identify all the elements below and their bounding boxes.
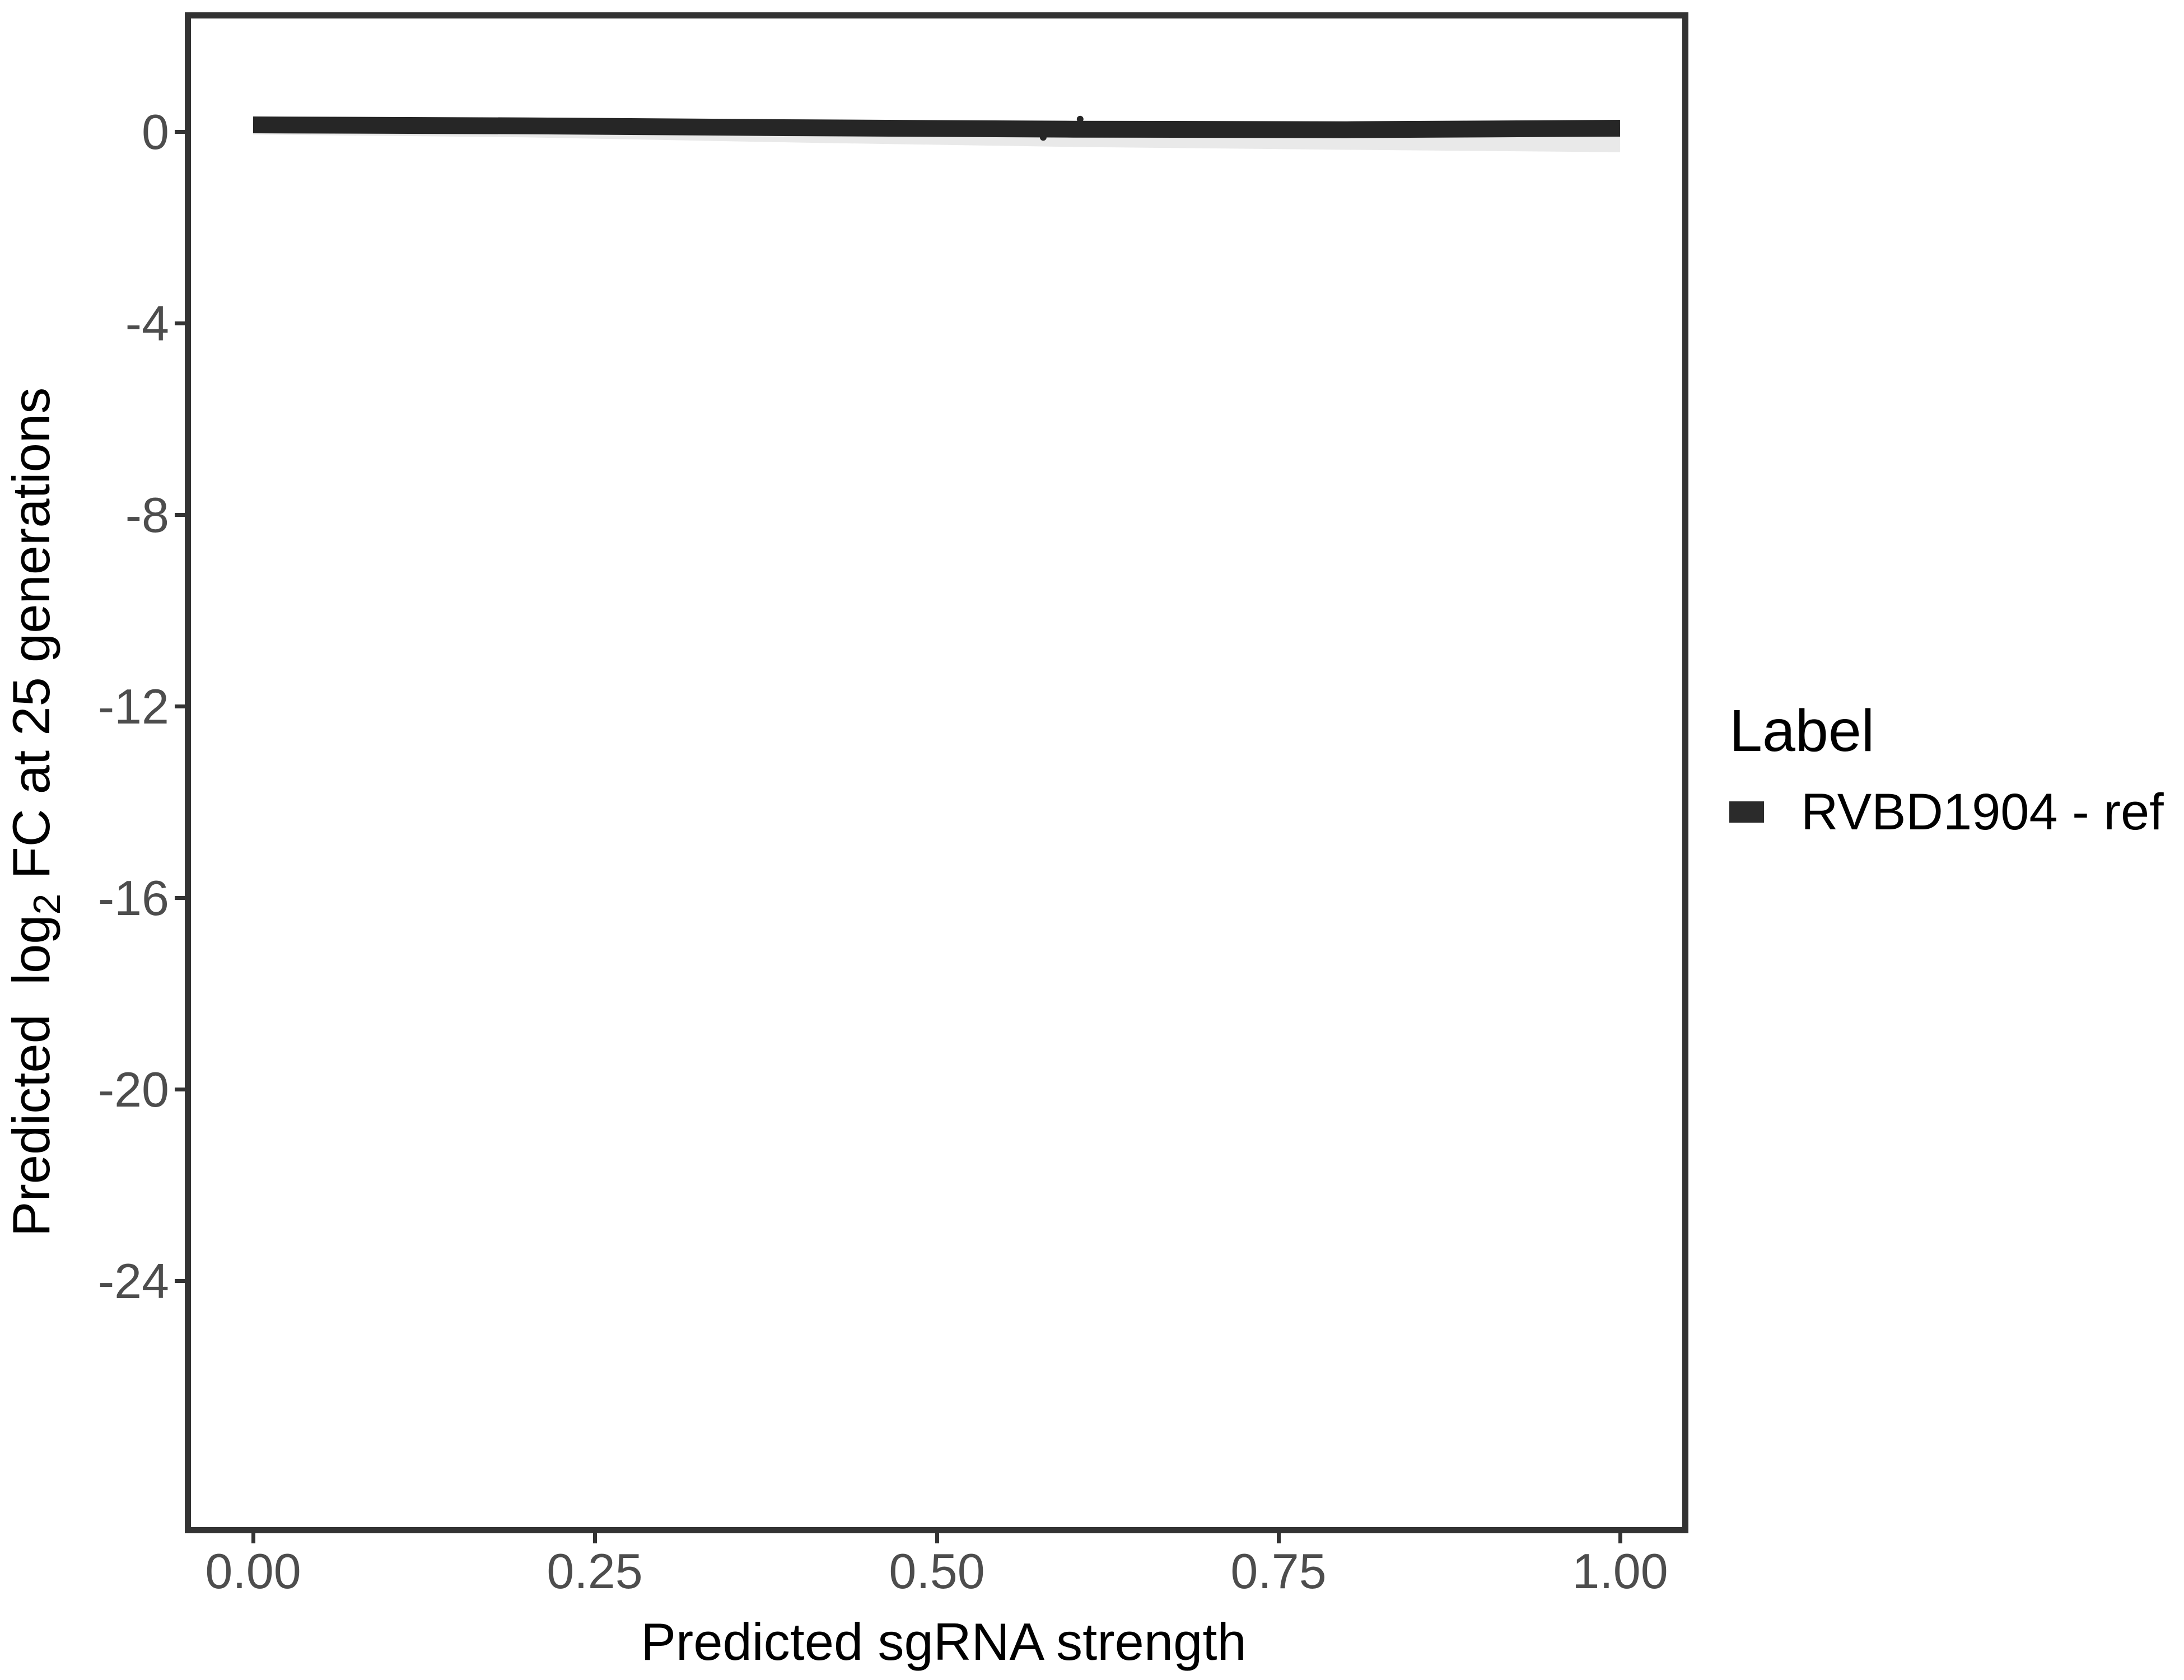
x-tick-label: 0.25 (547, 1543, 643, 1599)
smooth-line (253, 116, 1621, 138)
legend-title: Label (1729, 698, 1875, 764)
x-tick-mark (1277, 1533, 1281, 1543)
data-point (1039, 134, 1047, 141)
x-tick-mark (935, 1533, 939, 1543)
y-axis-title-prefix: Predicted log (2, 914, 60, 1237)
y-tick-label: -16 (97, 870, 169, 926)
y-axis-title-subscript: 2 (26, 893, 68, 915)
y-tick-label: -12 (97, 679, 169, 734)
x-tick-label: 0.75 (1230, 1543, 1327, 1599)
x-axis-title: Predicted sgRNA strength (641, 1612, 1247, 1671)
y-tick-label: 0 (142, 104, 169, 160)
y-tick-mark (175, 130, 185, 134)
x-tick-label: 0.50 (889, 1543, 985, 1599)
y-tick-mark (175, 896, 185, 900)
legend-item: RVBD1904 - ref (1729, 786, 2164, 838)
legend: Label RVBD1904 - ref (1729, 698, 2164, 838)
y-tick-label: -20 (97, 1062, 169, 1117)
scatter-points (1039, 115, 1084, 141)
y-tick-mark (175, 321, 185, 325)
data-point (1076, 115, 1084, 123)
y-tick-mark (175, 1088, 185, 1091)
x-tick-label: 1.00 (1572, 1543, 1668, 1599)
y-axis-title-suffix: FC at 25 generations (2, 387, 60, 894)
y-tick-mark (175, 704, 185, 708)
y-tick-label: -4 (125, 296, 169, 351)
y-tick-label: -24 (97, 1253, 169, 1309)
y-tick-label: -8 (125, 487, 169, 543)
x-tick-mark (593, 1533, 597, 1543)
legend-key-line-swatch (1729, 801, 1764, 823)
y-tick-mark (175, 1279, 185, 1283)
x-tick-mark (1618, 1533, 1622, 1543)
y-tick-mark (175, 513, 185, 517)
legend-item-label: RVBD1904 - ref (1801, 783, 2164, 841)
x-tick-label: 0.00 (205, 1543, 301, 1599)
x-tick-mark (251, 1533, 255, 1543)
y-axis-title: Predicted log2 FC at 25 generations (1, 305, 68, 1319)
